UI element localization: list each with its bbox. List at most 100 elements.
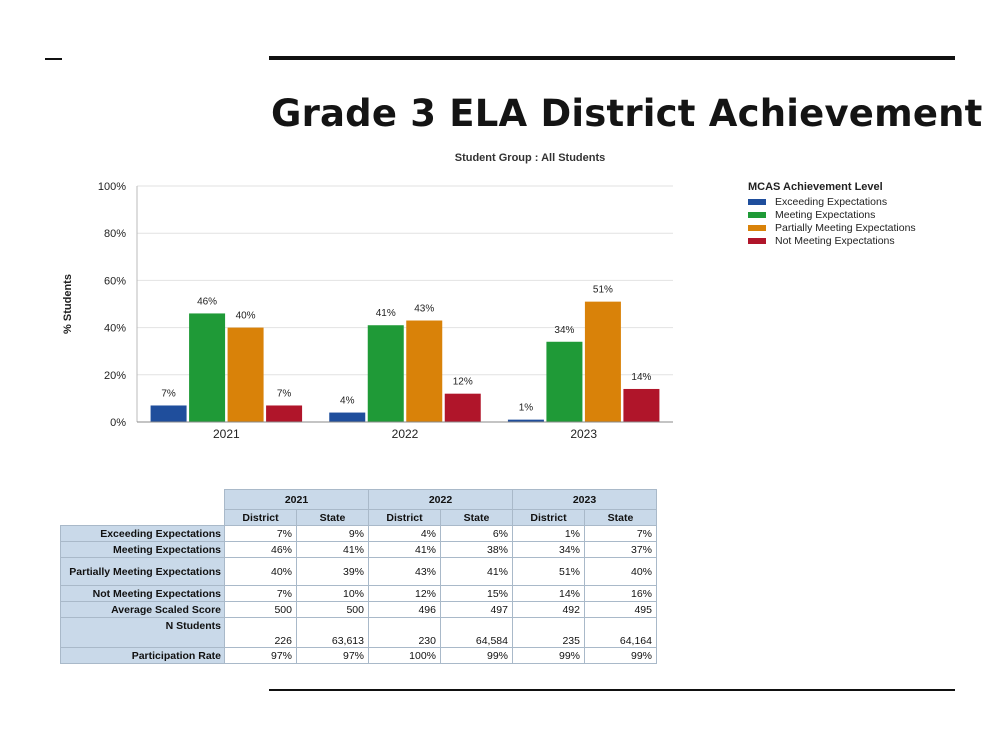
data-label: 7%	[277, 388, 292, 399]
legend-label: Exceeding Expectations	[775, 195, 888, 208]
table-cell: 12%	[368, 585, 441, 602]
row-label: Participation Rate	[60, 647, 225, 664]
data-label: 40%	[236, 311, 256, 322]
x-tick-label: 2023	[570, 427, 597, 441]
table-cell: 43%	[368, 557, 441, 586]
bar	[546, 341, 583, 422]
data-label: 46%	[197, 296, 217, 307]
table-cell: 15%	[440, 585, 513, 602]
bar-chart: 0% 20% 40% 60% 80% 100% % Students 7% 46% 40% 7% 20…	[62, 181, 673, 441]
table-row: Partially Meeting Expectations 40% 39% 4…	[60, 557, 657, 586]
data-label: 41%	[376, 308, 396, 319]
y-tick-label: 20%	[104, 370, 126, 382]
sub-header-row: District State District State District S…	[60, 509, 657, 526]
state-header: State	[584, 509, 657, 526]
data-label: 34%	[554, 325, 574, 336]
year-header: 2022	[368, 489, 513, 510]
data-label: 43%	[414, 304, 434, 315]
table-cell: 39%	[296, 557, 369, 586]
y-tick-label: 0%	[110, 417, 126, 429]
minimize-dash	[45, 58, 62, 60]
bar	[227, 327, 264, 422]
results-table: 2021 2022 2023 District State District S…	[60, 489, 657, 664]
table-cell: 14%	[512, 585, 585, 602]
year-header: 2023	[512, 489, 657, 510]
table-cell: 235	[512, 617, 585, 648]
table-cell: 51%	[512, 557, 585, 586]
table-row: Participation Rate 97% 97% 100% 99% 99% …	[60, 647, 657, 664]
table-cell: 4%	[368, 525, 441, 542]
x-tick-label: 2021	[213, 427, 240, 441]
table-cell: 97%	[224, 647, 297, 664]
state-header: State	[296, 509, 369, 526]
table-cell: 496	[368, 601, 441, 618]
bar	[189, 313, 226, 422]
table-cell: 99%	[512, 647, 585, 664]
table-cell: 7%	[224, 525, 297, 542]
x-tick-label: 2022	[392, 427, 419, 441]
row-label: Average Scaled Score	[60, 601, 225, 618]
table-cell: 64,164	[584, 617, 657, 648]
row-label: Exceeding Expectations	[60, 525, 225, 542]
table-cell: 100%	[368, 647, 441, 664]
data-label: 12%	[453, 377, 473, 388]
table-cell: 495	[584, 601, 657, 618]
table-cell: 230	[368, 617, 441, 648]
table-row: Meeting Expectations 46% 41% 41% 38% 34%…	[60, 541, 657, 558]
legend-label: Meeting Expectations	[775, 208, 876, 221]
table-cell: 500	[224, 601, 297, 618]
table-cell: 41%	[368, 541, 441, 558]
table-cell: 7%	[584, 525, 657, 542]
legend-label: Partially Meeting Expectations	[775, 221, 916, 234]
table-cell: 99%	[584, 647, 657, 664]
table-cell: 226	[224, 617, 297, 648]
legend-swatch	[748, 211, 766, 218]
data-label: 7%	[161, 388, 176, 399]
row-label: Partially Meeting Expectations	[60, 557, 225, 586]
table-row: Average Scaled Score 500 500 496 497 492…	[60, 601, 657, 618]
table-cell: 40%	[224, 557, 297, 586]
legend-item-partially: Partially Meeting Expectations	[748, 221, 916, 234]
legend-item-meeting: Meeting Expectations	[748, 208, 916, 221]
y-tick-label: 80%	[104, 228, 126, 240]
table-corner	[60, 509, 225, 526]
y-tick-label: 40%	[104, 323, 126, 335]
table-cell: 34%	[512, 541, 585, 558]
table-cell: 41%	[296, 541, 369, 558]
table-cell: 10%	[296, 585, 369, 602]
table-row: Exceeding Expectations 7% 9% 4% 6% 1% 7%	[60, 525, 657, 542]
table-cell: 1%	[512, 525, 585, 542]
table-cell: 64,584	[440, 617, 513, 648]
table-cell: 99%	[440, 647, 513, 664]
row-label: Not Meeting Expectations	[60, 585, 225, 602]
bottom-rule	[269, 689, 955, 691]
chart-legend: MCAS Achievement Level Exceeding Expecta…	[748, 181, 916, 247]
bar	[266, 405, 303, 422]
data-label: 51%	[593, 285, 613, 296]
data-label: 1%	[519, 403, 534, 414]
legend-item-exceeding: Exceeding Expectations	[748, 195, 916, 208]
table-cell: 16%	[584, 585, 657, 602]
bar	[367, 325, 404, 422]
table-cell: 497	[440, 601, 513, 618]
row-label: Meeting Expectations	[60, 541, 225, 558]
y-axis-label: % Students	[62, 274, 74, 334]
y-tick-label: 100%	[98, 181, 126, 193]
legend-swatch	[748, 198, 766, 205]
data-label: 14%	[631, 372, 651, 383]
district-header: District	[512, 509, 585, 526]
legend-title: MCAS Achievement Level	[748, 181, 883, 193]
table-cell: 500	[296, 601, 369, 618]
slide-title: Grade 3 ELA District Achievement	[271, 92, 983, 135]
table-cell: 6%	[440, 525, 513, 542]
row-label: N Students	[60, 617, 225, 648]
table-cell: 9%	[296, 525, 369, 542]
table-cell: 41%	[440, 557, 513, 586]
bar	[584, 301, 621, 422]
data-label: 4%	[340, 396, 355, 407]
state-header: State	[440, 509, 513, 526]
table-cell: 7%	[224, 585, 297, 602]
table-cell: 38%	[440, 541, 513, 558]
table-cell: 97%	[296, 647, 369, 664]
year-header-row: 2021 2022 2023	[60, 489, 657, 510]
